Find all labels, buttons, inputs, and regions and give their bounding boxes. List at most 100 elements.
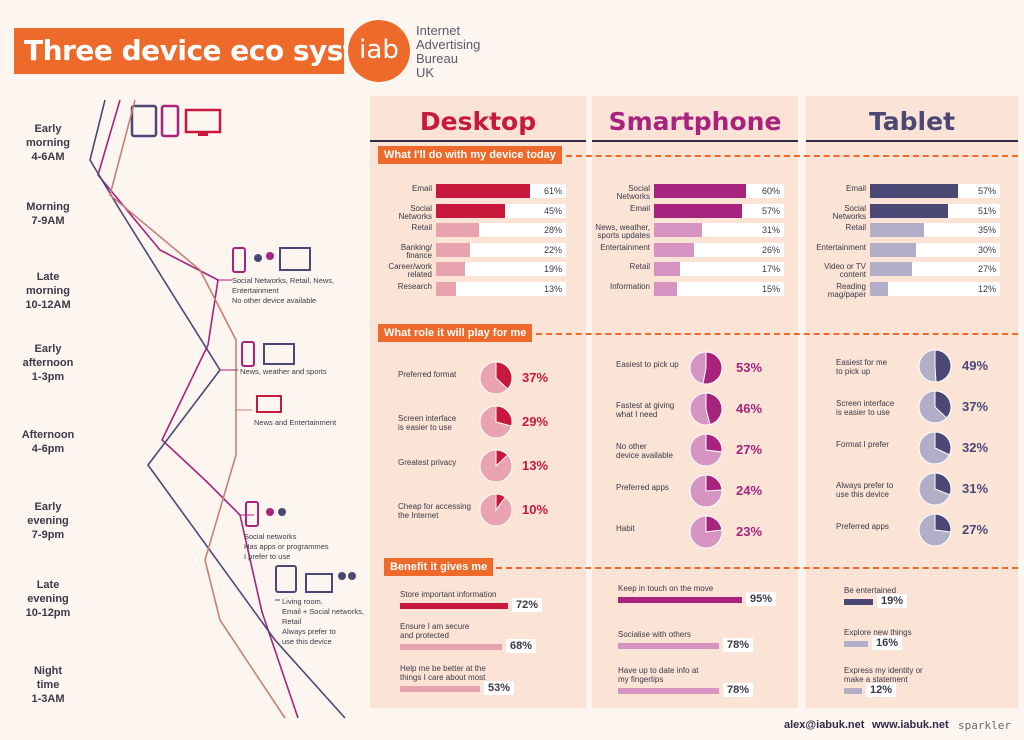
bar-track: 61% xyxy=(436,184,566,198)
bar xyxy=(654,262,680,277)
people-icon xyxy=(266,508,274,516)
smartphone-icon xyxy=(232,247,246,273)
bar-track: 13% xyxy=(436,282,566,296)
bar-value-label: 13% xyxy=(543,284,562,294)
bar-track: 28% xyxy=(436,223,566,238)
bar-value-label: 61% xyxy=(543,186,562,196)
page-title: Three device eco system xyxy=(24,34,404,67)
bar-track: 12% xyxy=(870,282,1000,296)
pie-slice xyxy=(495,405,513,427)
smartphone-icon xyxy=(160,104,180,138)
timeline-icons xyxy=(232,247,356,593)
bar xyxy=(870,242,916,257)
pie-value-label: 31% xyxy=(962,481,989,496)
smartphone-icon xyxy=(245,501,259,527)
bar xyxy=(870,223,924,238)
pie-slice xyxy=(702,351,723,385)
tablet-icon xyxy=(275,565,297,593)
pie-slice xyxy=(934,390,952,419)
footer-web: www.iabuk.net xyxy=(872,719,949,731)
bar xyxy=(654,184,746,198)
bar xyxy=(654,223,702,238)
pie-value-label: 27% xyxy=(736,442,763,457)
pie-slice xyxy=(495,449,509,468)
benefit-value-label: 16% xyxy=(872,636,903,650)
benefit-category-label: Be entertained xyxy=(844,586,897,595)
footer-email: alex@iabuk.net xyxy=(784,719,865,731)
pie-value-label: 37% xyxy=(522,370,549,385)
people-icon xyxy=(266,252,274,260)
panel-title-smartphone: Smartphone xyxy=(592,100,798,142)
time-slot-label: Morning 7-9AM xyxy=(26,201,70,227)
benefit-bar xyxy=(400,686,480,692)
bar-track: 57% xyxy=(654,203,784,218)
bar-category-label: Email xyxy=(845,184,866,193)
bar-value-label: 27% xyxy=(977,264,996,275)
time-slot-label: Late evening 10-12pm xyxy=(25,579,71,619)
iab-line: Advertising xyxy=(416,37,481,52)
bar-track: 35% xyxy=(870,223,1000,238)
section-divider xyxy=(496,567,1018,569)
timeline-note: News, weather and sports xyxy=(240,367,327,376)
bar xyxy=(870,184,958,198)
bar xyxy=(870,282,888,296)
iab-line: Bureau xyxy=(416,51,458,66)
desktop-icon xyxy=(256,395,282,413)
pie-category-label: Screen interface is easier to use xyxy=(398,414,457,432)
pie-value-label: 13% xyxy=(522,458,549,473)
bar-category-label: News, weather, sports updates xyxy=(595,223,650,241)
benefit-value-label: 78% xyxy=(723,683,754,697)
pie-category-label: Screen interface is easier to use xyxy=(836,399,895,417)
bar-category-label: Email xyxy=(629,203,650,213)
bar-category-label: Research xyxy=(397,282,432,291)
footer-brand: sparkler xyxy=(958,719,1011,732)
pie-value-label: 37% xyxy=(962,399,989,414)
newspaper-icon xyxy=(263,343,295,365)
bar-track: 26% xyxy=(654,242,784,257)
pie-category-label: Preferred apps xyxy=(836,522,889,531)
bar xyxy=(654,242,694,257)
bar xyxy=(436,262,465,277)
pie-category-label: Cheap for accessing the Internet xyxy=(398,502,471,520)
section-label-use: What I'll do with my device today xyxy=(378,146,562,164)
bar-value-label: 31% xyxy=(761,225,780,236)
bar-category-label: Career/work related xyxy=(388,262,432,280)
pie-category-label: Always prefer to use this device xyxy=(836,481,894,499)
bar-track: 17% xyxy=(654,262,784,277)
bar-category-label: Video or TV content xyxy=(824,262,866,280)
bar-category-label: Social Networks xyxy=(616,184,650,201)
benefit-bar xyxy=(400,644,502,650)
benefit-value-label: 12% xyxy=(866,683,897,697)
email-icon xyxy=(305,573,333,593)
tablet-panel: Tablet xyxy=(806,96,1018,708)
bar-value-label: 15% xyxy=(761,284,780,294)
bar-category-label: Information xyxy=(609,282,650,291)
benefit-bar xyxy=(844,688,862,694)
bar-track: 57% xyxy=(870,184,1000,198)
pie-category-label: Preferred format xyxy=(398,370,457,379)
bar-category-label: Email xyxy=(411,184,432,193)
section-label-benefit: Benefit it gives me xyxy=(384,558,494,576)
desktop-stand-icon xyxy=(198,132,208,136)
timeline-note: Living room. Email + Social networks, Re… xyxy=(282,597,364,646)
bar-value-label: 35% xyxy=(977,225,996,236)
timeline-note: News and Entertainment xyxy=(254,418,337,427)
section-label-role: What role it will play for me xyxy=(378,324,533,342)
pie-value-label: 29% xyxy=(522,414,549,429)
benefit-category-label: Ensure I am secure and protected xyxy=(400,622,470,640)
pie-value-label: 32% xyxy=(962,440,989,455)
time-slot-label: Late morning 10-12AM xyxy=(25,271,71,311)
pie-value-label: 53% xyxy=(736,360,763,375)
bar-value-label: 60% xyxy=(761,186,780,196)
bar xyxy=(436,282,456,296)
pie-category-label: Fastest at giving what I need xyxy=(616,401,675,419)
benefit-value-label: 78% xyxy=(723,638,754,652)
pie-value-label: 10% xyxy=(522,502,549,517)
pie-value-label: 46% xyxy=(736,401,763,416)
panel-title-tablet: Tablet xyxy=(806,100,1018,142)
benefit-bar xyxy=(844,599,873,605)
benefit-value-label: 53% xyxy=(484,681,515,695)
pie-slice xyxy=(934,513,952,533)
bar-track: 22% xyxy=(436,242,566,257)
